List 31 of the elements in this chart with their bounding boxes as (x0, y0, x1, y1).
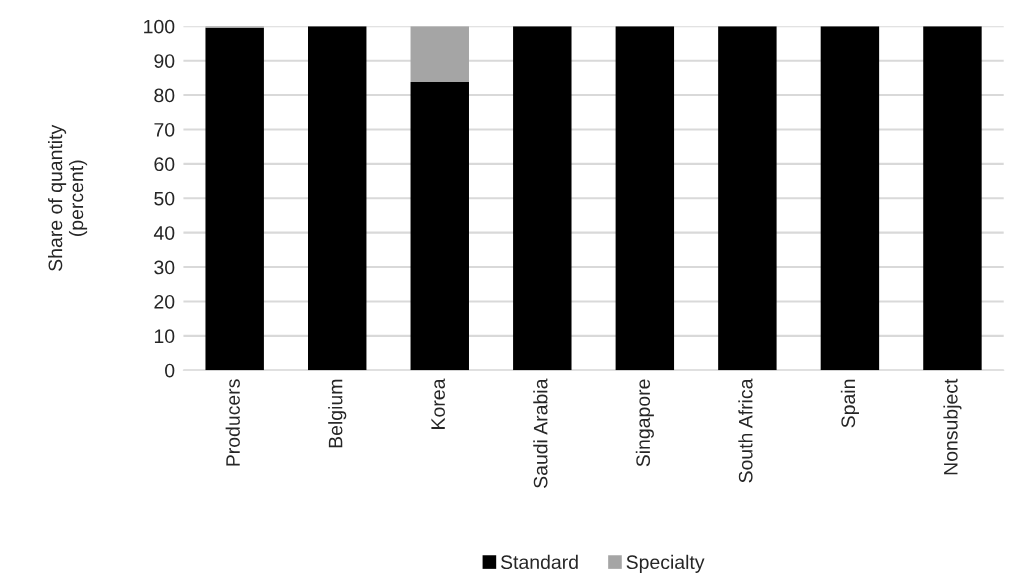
y-tick-label: 0 (165, 363, 175, 378)
y-tick-label: 20 (154, 294, 175, 309)
y-axis-title: Share of quantity (percent) (48, 124, 88, 271)
y-tick-label: 60 (154, 157, 175, 172)
y-tick-label: 100 (144, 19, 175, 34)
bar (615, 26, 675, 371)
x-tick-label: South Africa (738, 378, 753, 483)
y-tick-label: 70 (154, 122, 175, 137)
legend-label: Standard (500, 554, 578, 570)
x-tick-label: Korea (431, 378, 445, 429)
bar (308, 26, 367, 371)
y-tick-label: 50 (154, 191, 175, 206)
y-tick-label: 90 (154, 54, 175, 68)
x-tick-label: Saudi Arabia (533, 378, 548, 488)
bar (820, 26, 880, 371)
bar (718, 26, 777, 371)
x-tick-label: Belgium (328, 379, 347, 448)
y-tick-label: 30 (154, 260, 175, 275)
y-tick-label: 10 (154, 329, 175, 344)
x-tick-label: Nonsubject (943, 378, 962, 475)
bar (410, 26, 469, 82)
x-tick-label: Spain (840, 379, 859, 428)
x-tick-label: Producers (225, 379, 240, 466)
bar (513, 26, 572, 371)
legend-label: Specialty (626, 554, 705, 573)
bar (923, 26, 982, 371)
y-tick-label: 80 (154, 88, 175, 103)
x-tick-label: Singapore (635, 379, 654, 467)
bar (205, 27, 264, 371)
bar (410, 82, 469, 371)
y-tick-label: 40 (153, 226, 175, 240)
